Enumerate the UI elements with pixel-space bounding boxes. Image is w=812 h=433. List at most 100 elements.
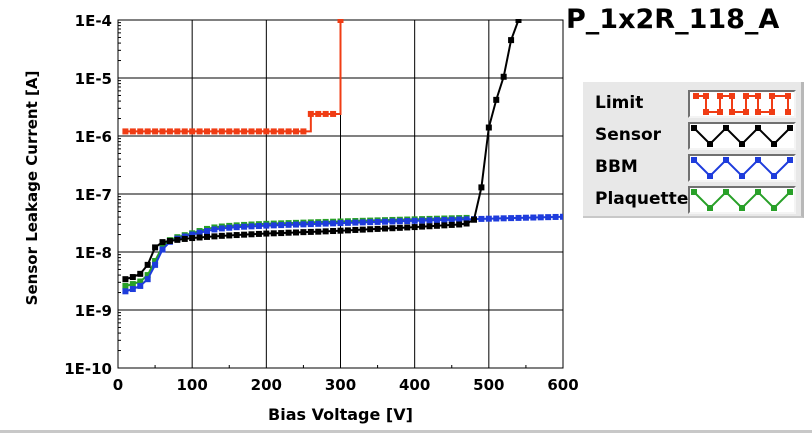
series-limit bbox=[122, 19, 344, 135]
data-point-sensor bbox=[204, 233, 210, 240]
data-point-limit bbox=[129, 128, 136, 135]
data-point-limit bbox=[211, 128, 218, 135]
legend-marker-sensor bbox=[771, 141, 777, 147]
data-point-sensor bbox=[137, 270, 144, 277]
data-point-bbm bbox=[189, 231, 196, 238]
data-point-sensor bbox=[315, 228, 322, 235]
data-point-limit bbox=[152, 128, 159, 135]
data-point-bbm bbox=[248, 223, 255, 230]
data-point-bbm bbox=[293, 221, 299, 228]
data-point-sensor bbox=[426, 223, 433, 230]
data-point-sensor bbox=[500, 73, 507, 80]
data-point-bbm bbox=[344, 219, 351, 226]
y-tick-label: 1E-7 bbox=[75, 186, 112, 204]
x-tick-label: 200 bbox=[251, 376, 282, 394]
data-point-bbm bbox=[433, 217, 440, 224]
legend-marker-bbm bbox=[771, 173, 777, 179]
legend-marker-bbm bbox=[787, 157, 793, 163]
legend-marker-sensor bbox=[707, 141, 713, 147]
legend-marker-limit bbox=[785, 109, 791, 115]
data-point-bbm bbox=[137, 282, 144, 289]
data-point-plaquette bbox=[129, 281, 136, 288]
data-point-limit bbox=[293, 128, 299, 135]
data-point-limit bbox=[278, 128, 285, 135]
data-point-bbm bbox=[508, 215, 515, 222]
data-point-bbm bbox=[396, 218, 403, 225]
legend-marker-sensor bbox=[755, 125, 761, 131]
bottom-border bbox=[0, 430, 812, 433]
data-point-bbm bbox=[159, 246, 166, 253]
legend-marker-plaquette bbox=[707, 205, 713, 211]
x-tick-label: 100 bbox=[177, 376, 208, 394]
legend-marker-limit bbox=[743, 109, 749, 115]
legend-item-limit[interactable]: Limit bbox=[595, 90, 800, 118]
legend-marker-limit bbox=[769, 93, 775, 99]
data-point-sensor bbox=[374, 225, 381, 232]
chart-title: P_1x2R_118_A bbox=[566, 4, 780, 35]
data-point-bbm bbox=[389, 218, 396, 225]
data-point-bbm bbox=[537, 214, 544, 221]
data-point-bbm bbox=[300, 221, 307, 228]
data-point-sensor bbox=[255, 230, 262, 237]
legend-item-plaquette[interactable]: Plaquette bbox=[595, 186, 800, 214]
data-point-limit bbox=[181, 128, 188, 135]
data-point-sensor bbox=[508, 37, 515, 44]
data-point-limit bbox=[159, 128, 166, 135]
x-tick-label: 400 bbox=[399, 376, 430, 394]
data-point-limit bbox=[204, 128, 210, 135]
data-point-sensor bbox=[493, 96, 500, 103]
data-point-limit bbox=[307, 110, 314, 117]
x-tick-label: 300 bbox=[325, 376, 356, 394]
legend-marker-bbm bbox=[691, 157, 697, 163]
data-point-sensor bbox=[448, 221, 455, 228]
legend-marker-sensor bbox=[739, 141, 745, 147]
data-point-sensor bbox=[441, 222, 448, 229]
legend-marker-plaquette bbox=[691, 189, 697, 195]
data-point-plaquette bbox=[152, 257, 159, 264]
legend-marker-plaquette bbox=[771, 205, 777, 211]
legend-item-sensor[interactable]: Sensor bbox=[595, 122, 800, 150]
data-point-bbm bbox=[411, 217, 418, 224]
series-sensor bbox=[122, 19, 522, 283]
data-point-limit bbox=[255, 128, 262, 135]
legend-marker-limit bbox=[743, 93, 749, 99]
data-point-sensor bbox=[263, 230, 270, 237]
data-point-sensor bbox=[152, 244, 159, 251]
y-tick-label: 1E-10 bbox=[64, 360, 112, 378]
data-point-sensor bbox=[196, 234, 203, 241]
legend-panel: Limit Sensor BBM Plaquette bbox=[583, 82, 804, 218]
data-point-limit bbox=[315, 110, 322, 117]
data-point-limit bbox=[189, 128, 196, 135]
data-point-bbm bbox=[241, 223, 248, 230]
data-point-bbm bbox=[374, 218, 381, 225]
y-tick-label: 1E-6 bbox=[75, 128, 112, 146]
data-point-sensor bbox=[359, 226, 366, 233]
data-point-sensor bbox=[174, 236, 181, 243]
y-tick-label: 1E-4 bbox=[75, 12, 112, 30]
data-point-bbm bbox=[485, 215, 492, 222]
data-point-sensor bbox=[181, 235, 188, 242]
legend-label-limit: Limit bbox=[595, 93, 644, 113]
data-point-bbm bbox=[233, 224, 240, 231]
data-point-bbm bbox=[315, 220, 322, 227]
data-point-sensor bbox=[233, 232, 240, 239]
data-point-bbm bbox=[307, 221, 314, 228]
data-point-bbm bbox=[278, 222, 285, 229]
legend-marker-limit bbox=[703, 93, 709, 99]
data-point-sensor bbox=[189, 235, 196, 242]
data-point-bbm bbox=[255, 222, 262, 229]
data-point-limit bbox=[300, 128, 307, 135]
data-point-bbm bbox=[144, 276, 151, 283]
x-tick-label: 500 bbox=[473, 376, 504, 394]
legend-item-bbm[interactable]: BBM bbox=[595, 154, 800, 182]
data-point-limit bbox=[241, 128, 248, 135]
data-point-sensor bbox=[129, 274, 136, 281]
data-point-sensor bbox=[515, 19, 522, 23]
data-point-bbm bbox=[322, 220, 329, 227]
legend-label-plaquette: Plaquette bbox=[595, 189, 689, 209]
data-point-sensor bbox=[166, 237, 173, 244]
data-point-sensor bbox=[270, 230, 277, 237]
legend-marker-plaquette bbox=[755, 189, 761, 195]
data-point-bbm bbox=[122, 288, 129, 295]
data-point-bbm bbox=[552, 213, 559, 220]
